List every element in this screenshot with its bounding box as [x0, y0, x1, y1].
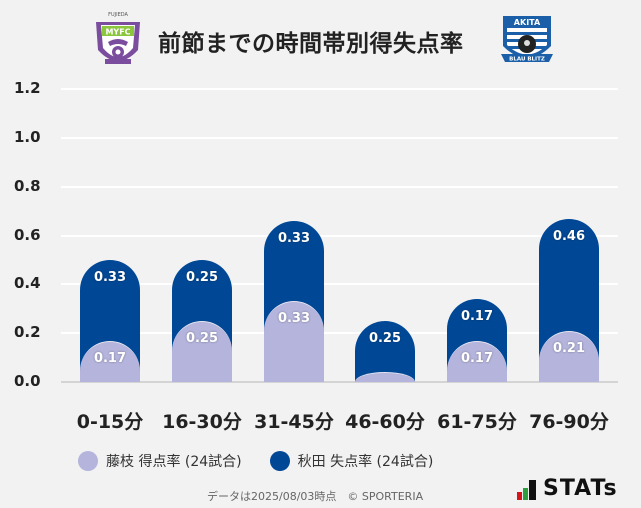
svg-text:MYFC: MYFC [105, 28, 130, 37]
bar-value-label: 0.21 [552, 340, 586, 356]
bar-value-label: 0.25 [185, 331, 219, 346]
bar-value-label: 0.33 [93, 270, 127, 285]
bar-value-label: 0.17 [460, 350, 494, 366]
x-tick-label: 76-90分 [529, 411, 609, 433]
svg-text:AKITA: AKITA [514, 18, 541, 27]
bar-value-label: 0.33 [277, 311, 311, 327]
x-tick-label: 31-45分 [254, 411, 334, 433]
chart-legend: 藤枝 得点率 (24試合) 秋田 失点率 (24試合) [78, 450, 461, 472]
legend-item-fujieda: 藤枝 得点率 (24試合) [78, 451, 242, 471]
x-tick-label: 0-15分 [76, 411, 144, 433]
bar-value-label: 0.17 [93, 350, 127, 366]
akita-crest-icon: AKITA BLAU BLITZ [501, 16, 553, 63]
y-tick-label: 1.0 [14, 128, 41, 146]
y-tick-label: 0.0 [14, 372, 41, 390]
legend-item-akita: 秋田 失点率 (24試合) [269, 451, 434, 471]
x-axis-line [61, 381, 618, 383]
x-tick-label: 16-30分 [162, 411, 242, 433]
gridline [61, 137, 618, 139]
gridline [61, 332, 618, 335]
stats-brand-logo: STATs [517, 476, 618, 500]
y-tick-label: 0.8 [14, 176, 41, 195]
bar-value-label: 0.33 [277, 230, 311, 246]
x-tick-label: 46-60分 [345, 411, 425, 433]
fujieda-crest-icon: FUJIEDA MYFC [96, 12, 140, 64]
y-tick-label: 0.2 [14, 323, 41, 342]
bar-segment-fujieda [539, 330, 599, 382]
chart-header: FUJIEDA MYFC 前節までの時間帯別得失点率 AKITA BLAU BL… [0, 0, 641, 80]
y-tick-label: 1.2 [14, 79, 41, 98]
legend-swatch-light-icon [78, 451, 98, 471]
bar-value-label: 0.17 [460, 309, 494, 325]
bar-segment-fujieda [355, 372, 415, 382]
svg-text:BLAU BLITZ: BLAU BLITZ [509, 57, 545, 63]
legend-label: 秋田 失点率 (24試合) [297, 454, 434, 470]
bar-segment-fujieda [264, 301, 324, 382]
gridline [61, 234, 618, 237]
y-tick-label: 0.6 [14, 225, 41, 244]
stats-bars-icon [517, 480, 537, 500]
gridline [61, 88, 618, 91]
bar-segment-fujieda [172, 321, 232, 382]
bar-value-label: 0.25 [185, 270, 219, 285]
bar-value-label: 0.46 [552, 228, 586, 244]
stats-brand-text: STATs [543, 476, 618, 501]
gridline [61, 283, 618, 286]
gridline [61, 185, 618, 188]
legend-swatch-dark-icon [269, 451, 290, 471]
y-tick-label: 0.4 [14, 274, 41, 293]
svg-text:FUJIEDA: FUJIEDA [108, 12, 128, 18]
x-tick-label: 61-75分 [437, 411, 517, 433]
legend-label: 藤枝 得点率 (24試合) [106, 454, 242, 470]
data-source-note: データは2025/08/03時点 © SPORTERIA [207, 490, 424, 503]
chart-title: 前節までの時間帯別得失点率 [158, 31, 464, 57]
bar-value-label: 0.25 [368, 331, 402, 346]
